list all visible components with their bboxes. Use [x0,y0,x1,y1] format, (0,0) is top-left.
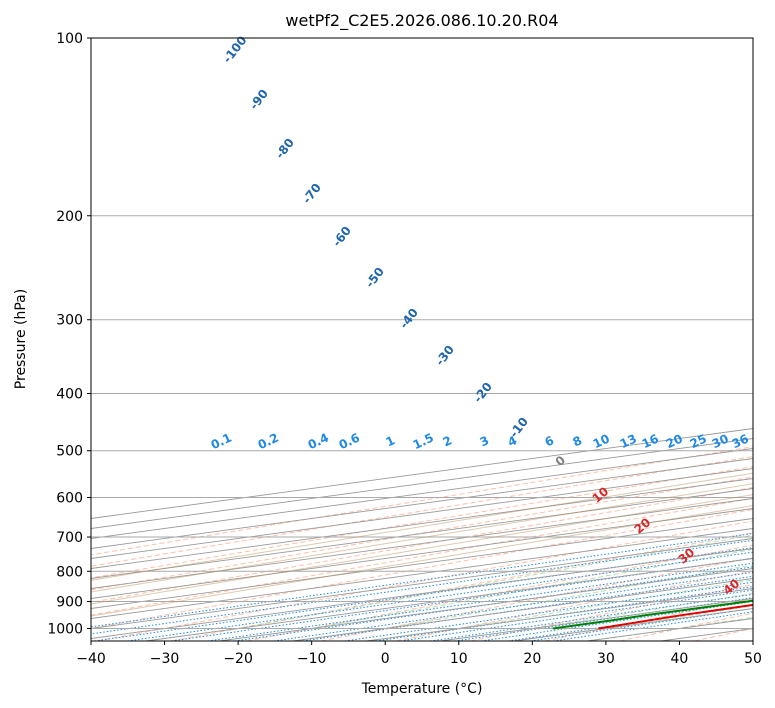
y-axis-label: Pressure (hPa) [13,289,29,389]
dry-adiabat-line [470,583,753,641]
mixing-ratio-label: 20 [664,432,685,452]
x-tick-label: −20 [223,651,253,667]
dry-adiabat-line [172,532,753,641]
isotherm-line [91,498,753,589]
isotherm-line [91,478,753,569]
mixing-ratio-label: 36 [730,432,751,452]
plot-frame [90,37,754,642]
y-tick-label: 1000 [47,621,83,637]
moist-adiabat-line [146,534,753,641]
isotherm-line [91,458,753,549]
x-tick-label: 10 [450,651,468,667]
y-tick-label: 400 [56,387,83,403]
mixing-ratio-label: 13 [618,432,639,452]
x-tick-label: 30 [597,651,615,667]
dry-adiabat-line [321,557,753,641]
x-tick-label: −10 [297,651,327,667]
y-tick-label: 200 [56,209,83,225]
background-contour-line [91,494,753,605]
dry-adiabat-line [91,497,753,616]
y-tick-label: 800 [56,564,83,580]
mixing-ratio-label: 10 [591,432,612,452]
y-tick-label: 600 [56,490,83,506]
chart-title: wetPf2_C2E5.2026.086.10.20.R04 [285,11,558,31]
x-tick-label: −40 [76,651,106,667]
mixing-ratio-line [553,611,753,641]
isotherm-line [91,508,753,599]
dry-adiabat-line [395,570,753,641]
mixing-ratio-line [127,551,753,641]
isotherm-line [91,538,753,629]
isotherm-line [91,518,753,609]
background-contour-line [91,472,753,581]
y-tick-label: 100 [56,31,83,47]
background-contour-line [91,483,753,593]
mixing-ratio-line [273,571,753,641]
dry-adiabat-line [91,466,753,579]
dry-adiabat-line [91,456,753,567]
mixing-ratio-label: 25 [688,432,709,452]
isotherm-line [91,528,753,619]
mixing-ratio-label: 30 [710,432,731,452]
mixing-ratio-line [171,557,753,641]
dry-adiabat-line [91,446,753,556]
mixing-ratio-line [234,566,753,641]
x-tick-label: 50 [744,651,762,667]
x-tick-label: 20 [523,651,541,667]
mixing-ratio-line [530,608,753,641]
isotherm-line [91,468,753,559]
x-axis-label: Temperature (°C) [361,681,483,697]
x-tick-label: −30 [150,651,180,667]
y-tick-label: 900 [56,594,83,610]
y-tick-label: 300 [56,313,83,329]
y-tick-label: 700 [56,530,83,546]
mixing-ratio-line [91,532,753,628]
background-lines [91,38,753,641]
dry-adiabat-line [91,509,753,630]
isotherm-line [91,488,753,579]
mixing-ratio-label: 16 [640,432,661,452]
background-contour-line [91,505,753,617]
y-tick-label: 500 [56,444,83,460]
x-tick-label: 0 [381,651,390,667]
mixing-ratio-line [207,562,753,641]
x-tick-label: 40 [671,651,689,667]
